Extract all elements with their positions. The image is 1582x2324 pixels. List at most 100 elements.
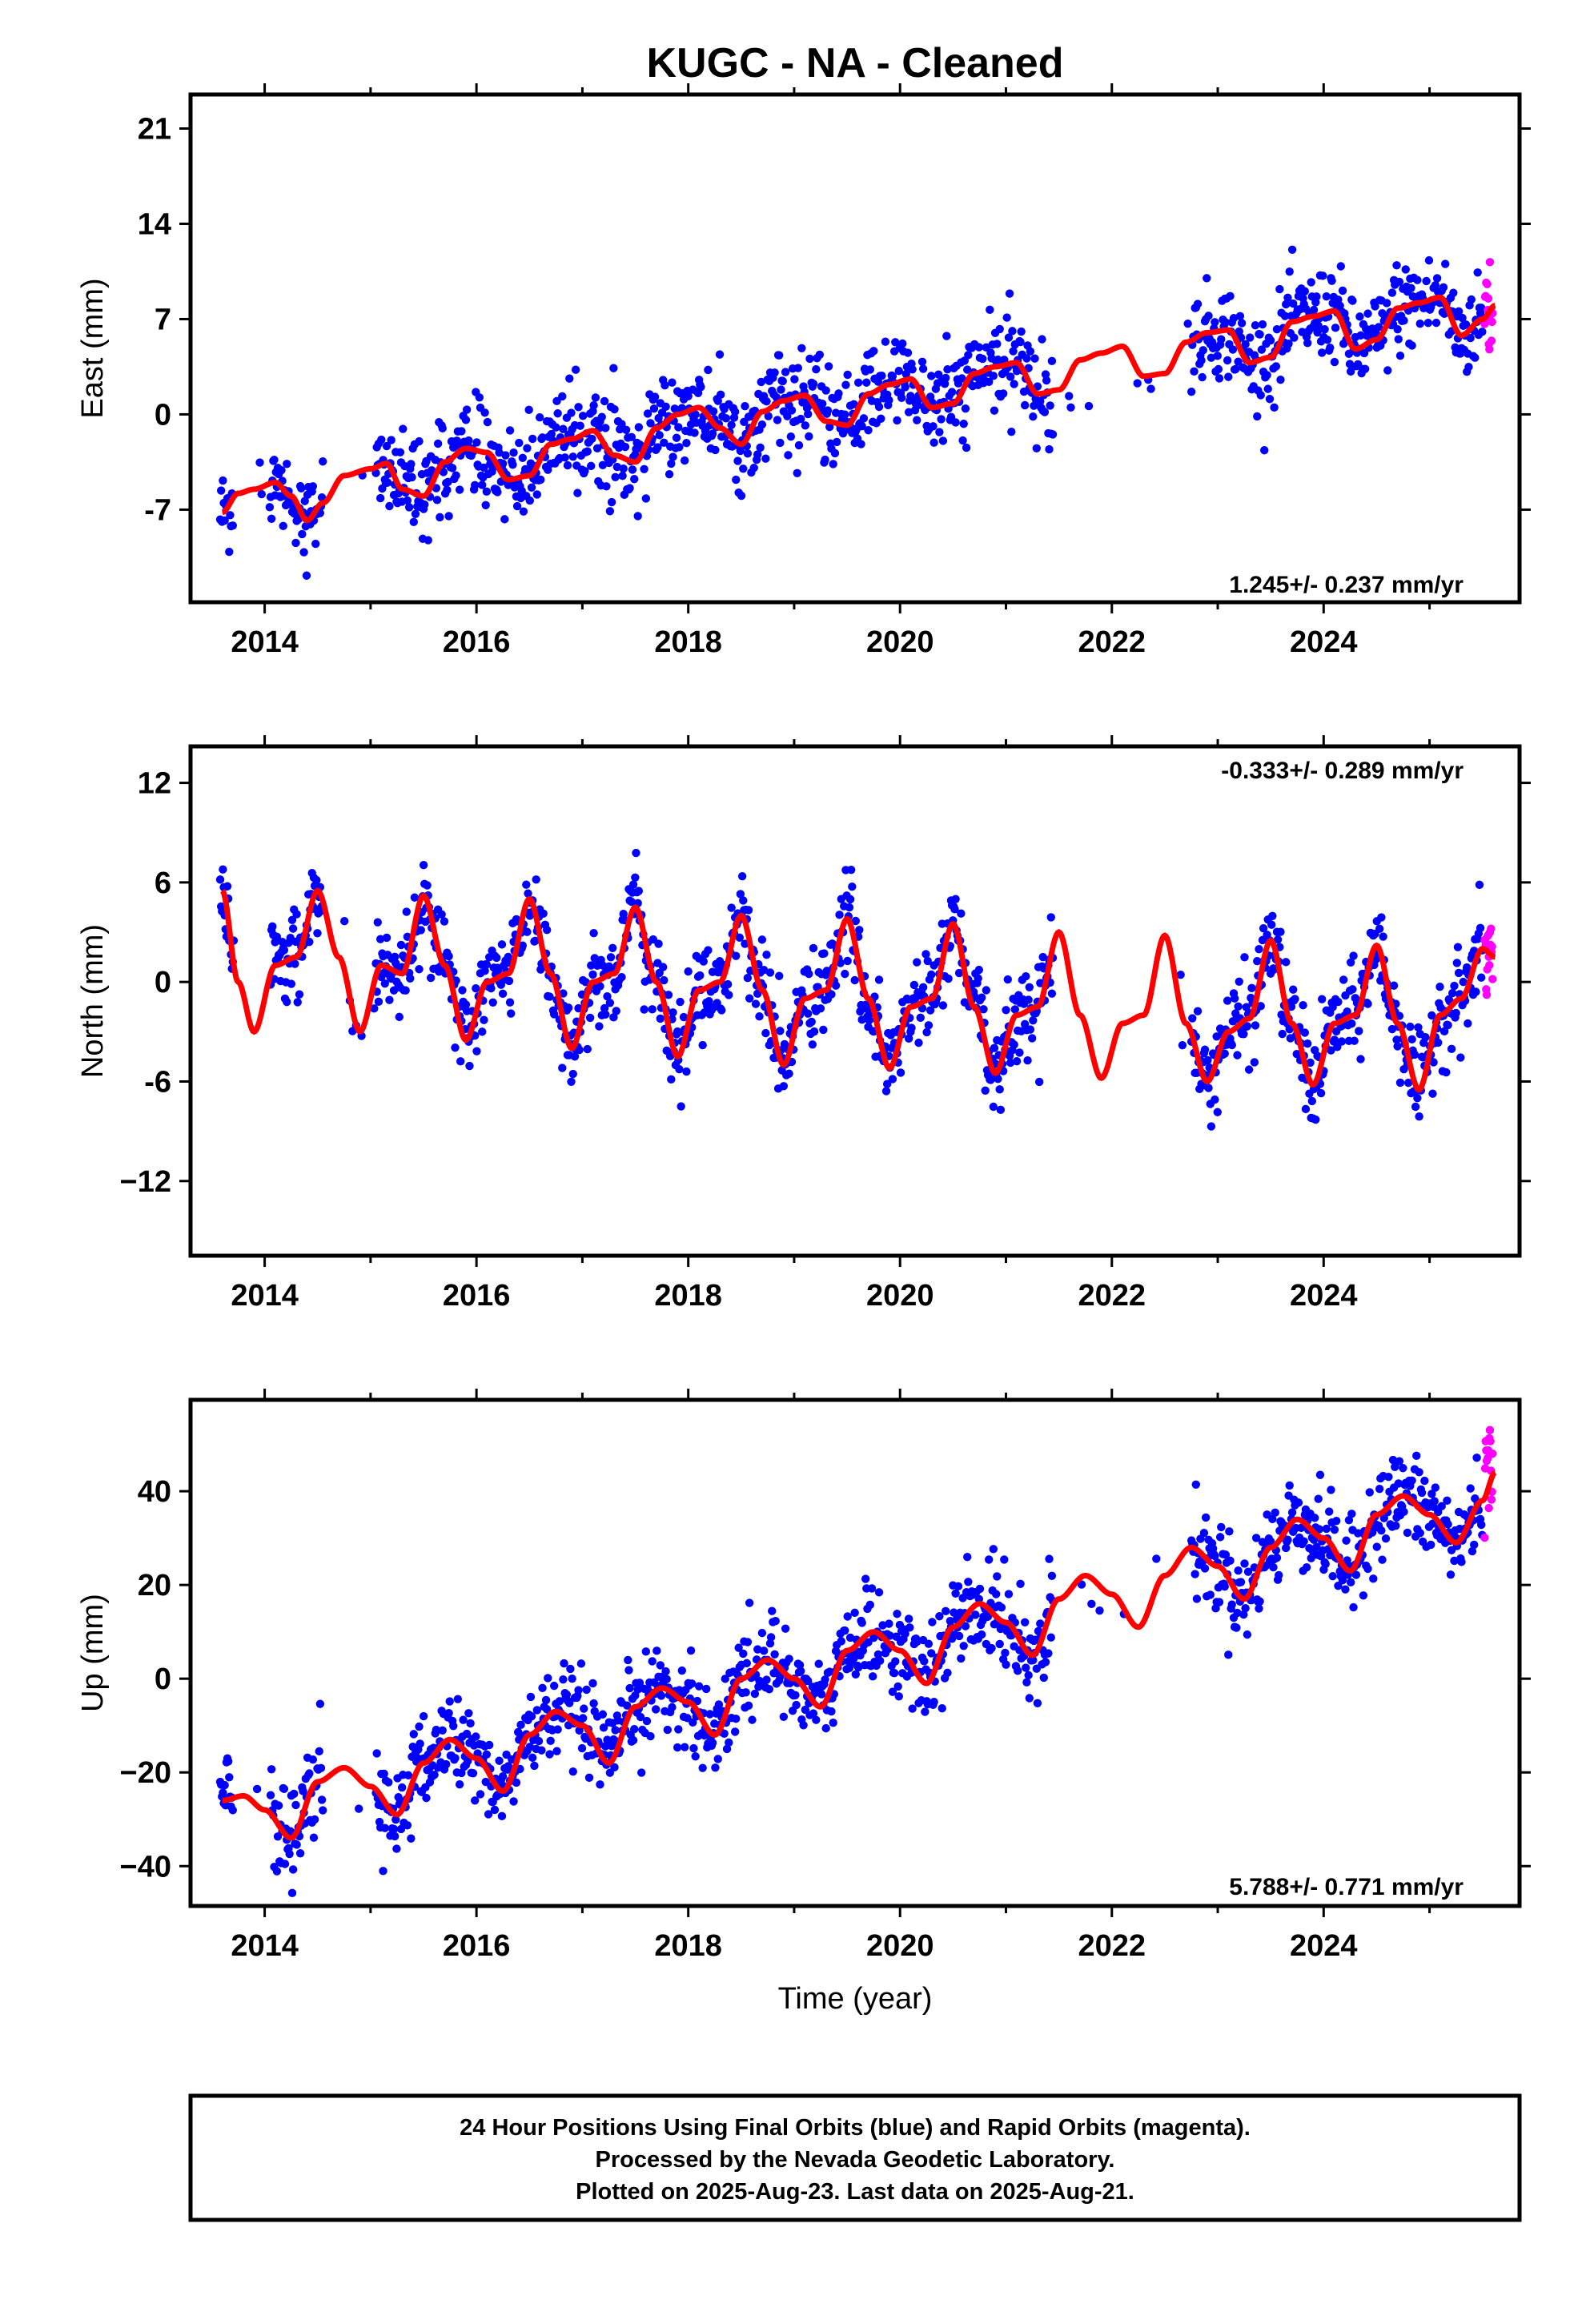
data-point — [1476, 923, 1485, 933]
data-point — [711, 445, 720, 455]
data-point — [1044, 1649, 1053, 1658]
data-point — [1269, 1562, 1278, 1572]
data-point — [734, 1643, 743, 1652]
data-point — [1197, 356, 1206, 365]
data-point — [995, 1639, 1004, 1649]
data-point — [451, 1043, 460, 1052]
data-point — [1025, 983, 1034, 991]
data-point — [759, 966, 769, 975]
data-point — [1299, 1537, 1308, 1546]
data-point — [1253, 957, 1262, 966]
data-point — [787, 406, 797, 415]
data-point — [845, 903, 854, 912]
data-point — [961, 1622, 970, 1630]
data-point — [634, 423, 644, 432]
data-point — [950, 1608, 958, 1617]
data-point — [220, 1780, 229, 1790]
velocity-label: 1.245+/- 0.237 mm/yr — [1229, 572, 1464, 598]
data-point — [1414, 1023, 1423, 1032]
data-point — [283, 997, 291, 1007]
data-point — [538, 1683, 547, 1693]
data-point — [1207, 353, 1216, 362]
data-point — [943, 365, 952, 374]
data-point — [588, 1679, 597, 1688]
data-point — [382, 441, 391, 451]
data-point — [475, 393, 484, 402]
data-point — [1375, 1484, 1384, 1494]
data-point — [1265, 395, 1275, 404]
data-point — [963, 1552, 972, 1562]
data-point — [576, 1659, 586, 1668]
data-point — [756, 443, 765, 452]
data-point — [1395, 1078, 1405, 1088]
data-point — [776, 438, 785, 448]
data-point — [814, 1659, 823, 1668]
data-point — [270, 456, 279, 464]
data-point — [472, 1732, 480, 1741]
data-point — [951, 1589, 960, 1598]
data-point — [1306, 1058, 1315, 1068]
data-point — [562, 1690, 572, 1699]
data-point — [568, 1069, 577, 1079]
data-point — [588, 434, 596, 444]
data-point — [1215, 1533, 1225, 1542]
data-point — [287, 979, 296, 988]
rapid-point — [1485, 344, 1494, 354]
data-point — [288, 1865, 298, 1874]
data-point — [928, 1618, 937, 1626]
data-point — [1476, 973, 1486, 982]
data-point — [497, 940, 507, 949]
data-point — [313, 929, 322, 938]
data-point — [1251, 320, 1260, 330]
x-tick-label: 2016 — [443, 1929, 511, 1963]
data-point — [765, 1638, 775, 1648]
data-point — [380, 1823, 389, 1832]
data-point — [995, 324, 1004, 334]
data-point — [1201, 1513, 1211, 1522]
data-point — [829, 1719, 837, 1727]
data-point — [601, 1010, 610, 1019]
data-point — [874, 402, 884, 412]
data-point — [1321, 1559, 1330, 1569]
data-point — [691, 1752, 700, 1761]
x-tick-label: 2024 — [1290, 625, 1358, 659]
data-point — [1223, 996, 1232, 1005]
data-point — [808, 1040, 817, 1049]
data-point — [1211, 1604, 1220, 1613]
data-point — [1464, 363, 1473, 372]
data-point — [1328, 1571, 1337, 1581]
data-point — [812, 364, 821, 374]
data-point — [377, 435, 386, 444]
data-point — [1371, 302, 1379, 311]
data-point — [1193, 1007, 1203, 1015]
data-point — [1378, 1555, 1387, 1564]
data-point — [252, 1784, 262, 1794]
data-point — [642, 1716, 652, 1726]
data-point — [656, 1661, 665, 1670]
data-point — [812, 1715, 821, 1724]
data-point — [745, 994, 754, 1003]
data-point — [1407, 1476, 1416, 1486]
data-point — [865, 1015, 873, 1025]
data-point — [462, 405, 472, 414]
data-point — [553, 1725, 562, 1734]
data-point — [660, 975, 669, 985]
data-point — [1344, 1515, 1354, 1525]
data-point — [1363, 999, 1372, 1008]
data-point — [549, 1010, 559, 1019]
data-point — [1240, 953, 1249, 962]
data-point — [725, 991, 733, 999]
data-point — [1407, 341, 1416, 350]
data-point — [907, 1023, 916, 1032]
data-point — [1047, 356, 1057, 366]
data-point — [286, 1827, 295, 1835]
data-point — [914, 1038, 923, 1047]
data-point — [964, 1578, 973, 1586]
plot-frame — [188, 92, 1522, 605]
data-point — [725, 1738, 733, 1747]
data-point — [1467, 295, 1476, 304]
rapid-point — [1487, 924, 1496, 933]
data-point — [619, 464, 628, 473]
data-point — [1003, 975, 1013, 984]
data-point — [1450, 981, 1459, 991]
